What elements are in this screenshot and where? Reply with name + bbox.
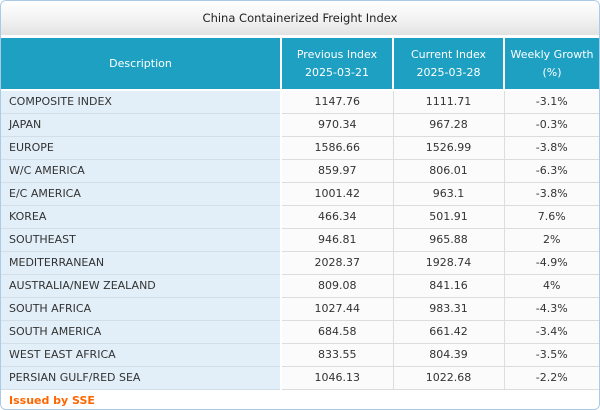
footer-bar: Issued by SSE <box>1 389 599 409</box>
table-container: Description Previous Index 2025-03-21 Cu… <box>1 35 599 390</box>
description-cell: WEST EAST AFRICA <box>1 343 282 367</box>
table-row: AUSTRALIA/NEW ZEALAND 809.08 841.16 4% <box>1 274 599 298</box>
description-cell: JAPAN <box>1 113 282 137</box>
description-cell: SOUTH AMERICA <box>1 320 282 344</box>
table-row: W/C AMERICA 859.97 806.01 -6.3% <box>1 159 599 183</box>
description-cell: KOREA <box>1 205 282 229</box>
header-row: Description Previous Index 2025-03-21 Cu… <box>1 38 599 91</box>
previous-index-cell: 859.97 <box>281 159 394 183</box>
column-header-previous-index: Previous Index 2025-03-21 <box>281 38 394 91</box>
weekly-growth-cell: -6.3% <box>504 159 599 183</box>
current-index-cell: 841.16 <box>393 274 505 298</box>
weekly-growth-cell: -3.5% <box>504 343 599 367</box>
weekly-growth-cell: -3.4% <box>504 320 599 344</box>
previous-index-cell: 2028.37 <box>281 251 394 275</box>
previous-index-cell: 1001.42 <box>281 182 394 206</box>
description-cell: SOUTHEAST <box>1 228 282 252</box>
table-row: PERSIAN GULF/RED SEA 1046.13 1022.68 -2.2% <box>1 366 599 390</box>
current-index-cell: 983.31 <box>393 297 505 321</box>
current-index-cell: 501.91 <box>393 205 505 229</box>
weekly-growth-cell: 4% <box>504 274 599 298</box>
table-row: MEDITERRANEAN 2028.37 1928.74 -4.9% <box>1 251 599 275</box>
previous-index-cell: 970.34 <box>281 113 394 137</box>
table-row: JAPAN 970.34 967.28 -0.3% <box>1 113 599 137</box>
table-row: KOREA 466.34 501.91 7.6% <box>1 205 599 229</box>
description-cell: COMPOSITE INDEX <box>1 90 282 114</box>
current-index-cell: 1526.99 <box>393 136 505 160</box>
description-cell: EUROPE <box>1 136 282 160</box>
current-index-cell: 804.39 <box>393 343 505 367</box>
current-index-cell: 1928.74 <box>393 251 505 275</box>
current-index-cell: 661.42 <box>393 320 505 344</box>
weekly-growth-cell: -3.1% <box>504 90 599 114</box>
table-row: SOUTH AFRICA 1027.44 983.31 -4.3% <box>1 297 599 321</box>
weekly-growth-cell: -3.8% <box>504 182 599 206</box>
title-bar: China Containerized Freight Index <box>1 1 599 35</box>
previous-index-cell: 1147.76 <box>281 90 394 114</box>
column-header-label: Previous Index <box>296 48 378 62</box>
table-row: SOUTHEAST 946.81 965.88 2% <box>1 228 599 252</box>
freight-index-table: Description Previous Index 2025-03-21 Cu… <box>1 38 599 390</box>
previous-index-cell: 833.55 <box>281 343 394 367</box>
description-cell: MEDITERRANEAN <box>1 251 282 275</box>
table-row: EUROPE 1586.66 1526.99 -3.8% <box>1 136 599 160</box>
previous-index-cell: 1027.44 <box>281 297 394 321</box>
column-header-current-index: Current Index 2025-03-28 <box>393 38 505 91</box>
current-index-cell: 967.28 <box>393 113 505 137</box>
column-header-sublabel: 2025-03-28 <box>416 65 481 79</box>
weekly-growth-cell: -3.8% <box>504 136 599 160</box>
column-header-label: Description <box>109 56 172 70</box>
weekly-growth-cell: 2% <box>504 228 599 252</box>
previous-index-cell: 1586.66 <box>281 136 394 160</box>
weekly-growth-cell: -0.3% <box>504 113 599 137</box>
weekly-growth-cell: -4.3% <box>504 297 599 321</box>
weekly-growth-cell: -2.2% <box>504 366 599 390</box>
table-header: Description Previous Index 2025-03-21 Cu… <box>1 38 599 91</box>
column-header-label: Weekly Growth <box>510 48 594 62</box>
table-row: SOUTH AMERICA 684.58 661.42 -3.4% <box>1 320 599 344</box>
weekly-growth-cell: -4.9% <box>504 251 599 275</box>
column-header-sublabel: (%) <box>542 65 562 79</box>
table-row: E/C AMERICA 1001.42 963.1 -3.8% <box>1 182 599 206</box>
previous-index-cell: 684.58 <box>281 320 394 344</box>
description-cell: PERSIAN GULF/RED SEA <box>1 366 282 390</box>
previous-index-cell: 466.34 <box>281 205 394 229</box>
current-index-cell: 806.01 <box>393 159 505 183</box>
column-header-sublabel: 2025-03-21 <box>305 65 369 79</box>
current-index-cell: 1022.68 <box>393 366 505 390</box>
table-row: WEST EAST AFRICA 833.55 804.39 -3.5% <box>1 343 599 367</box>
current-index-cell: 963.1 <box>393 182 505 206</box>
column-header-description: Description <box>1 38 282 91</box>
previous-index-cell: 946.81 <box>281 228 394 252</box>
description-cell: W/C AMERICA <box>1 159 282 183</box>
table-body: COMPOSITE INDEX 1147.76 1111.71 -3.1% JAPAN 9… <box>1 90 599 390</box>
table-row: COMPOSITE INDEX 1147.76 1111.71 -3.1% <box>1 90 599 114</box>
description-cell: SOUTH AFRICA <box>1 297 282 321</box>
description-cell: E/C AMERICA <box>1 182 282 206</box>
current-index-cell: 1111.71 <box>393 90 505 114</box>
description-cell: AUSTRALIA/NEW ZEALAND <box>1 274 282 298</box>
current-index-cell: 965.88 <box>393 228 505 252</box>
previous-index-cell: 809.08 <box>281 274 394 298</box>
previous-index-cell: 1046.13 <box>281 366 394 390</box>
page-title: China Containerized Freight Index <box>202 11 398 25</box>
weekly-growth-cell: 7.6% <box>504 205 599 229</box>
column-header-label: Current Index <box>410 48 487 62</box>
column-header-weekly-growth: Weekly Growth (%) <box>504 38 599 91</box>
issued-by-label: Issued by SSE <box>9 394 95 407</box>
